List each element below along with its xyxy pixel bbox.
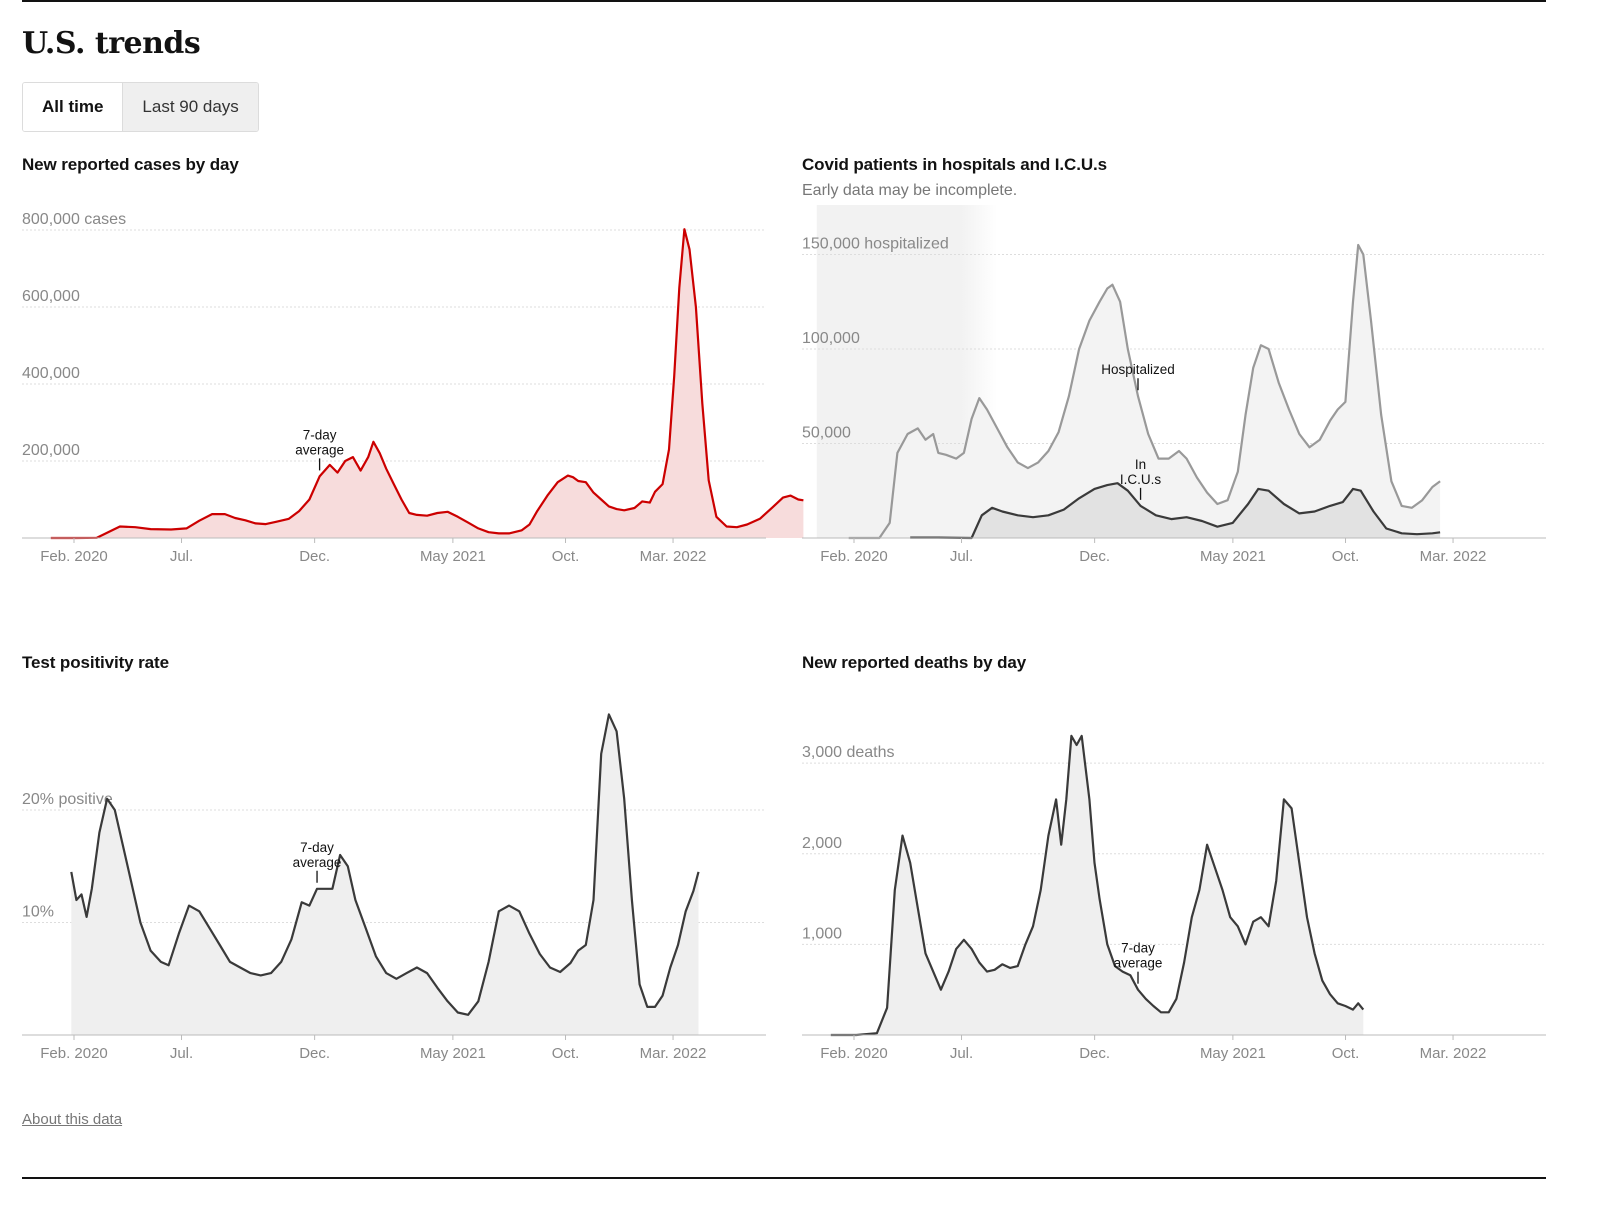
tab-all-time[interactable]: All time <box>23 83 124 131</box>
about-data-link[interactable]: About this data <box>22 1111 123 1128</box>
deaths-chart-title: New reported deaths by day <box>802 653 1027 672</box>
annotation-label: 7-day <box>300 840 334 855</box>
series-area-hospitalized <box>848 245 1441 538</box>
series-line-7-day-average <box>70 713 700 1016</box>
y-tick-label: 10% <box>22 904 54 921</box>
x-tick-label: Oct. <box>1332 1045 1360 1062</box>
series-line-in-i-c-u-s <box>910 482 1441 540</box>
y-tick-label: 800,000 cases <box>22 211 126 228</box>
x-tick-label: Jul. <box>950 1045 973 1062</box>
x-tick-label: Feb. 2020 <box>40 548 108 565</box>
x-tick-label: Oct. <box>552 548 580 565</box>
y-tick-label: 50,000 <box>802 424 851 441</box>
x-tick-label: Jul. <box>950 548 973 565</box>
x-tick-label: Dec. <box>299 1045 330 1062</box>
series-area-7-day-average <box>71 714 699 1035</box>
y-tick-label: 400,000 <box>22 365 80 382</box>
x-tick-label: Jul. <box>170 548 193 565</box>
x-tick-label: Dec. <box>1079 548 1110 565</box>
series-line-7-day-average <box>830 734 1365 1037</box>
y-tick-label: 150,000 hospitalized <box>802 235 949 252</box>
x-tick-label: Oct. <box>552 1045 580 1062</box>
annotation-label: In <box>1135 457 1146 472</box>
bottom-rule <box>22 1177 1546 1179</box>
hosp-chart-title: Covid patients in hospitals and I.C.U.s <box>802 155 1107 174</box>
y-tick-label: 600,000 <box>22 288 80 305</box>
x-tick-label: Dec. <box>299 548 330 565</box>
y-tick-label: 3,000 deaths <box>802 744 895 761</box>
x-tick-label: Feb. 2020 <box>820 1045 888 1062</box>
cases-chart-title: New reported cases by day <box>22 155 239 174</box>
x-tick-label: Mar. 2022 <box>1420 548 1487 565</box>
annotation-label: 7-day <box>1121 941 1155 956</box>
annotation-label: average <box>293 855 342 870</box>
annotation-label: I.C.U.s <box>1120 472 1162 487</box>
x-tick-label: Feb. 2020 <box>820 548 888 565</box>
y-tick-label: 200,000 <box>22 442 80 459</box>
time-range-tabs: All time Last 90 days <box>22 82 259 132</box>
x-tick-label: May 2021 <box>1200 1045 1266 1062</box>
annotation-label: Hospitalized <box>1101 362 1175 377</box>
series-line-7-day-average <box>50 228 804 540</box>
x-tick-label: Mar. 2022 <box>640 1045 707 1062</box>
annotation-label: average <box>1114 956 1163 971</box>
top-rule <box>22 0 1546 2</box>
annotation-label: 7-day <box>303 427 337 442</box>
x-tick-label: Dec. <box>1079 1045 1110 1062</box>
series-line-hospitalized <box>848 243 1441 540</box>
x-tick-label: May 2021 <box>420 548 486 565</box>
annotation-label: average <box>295 442 344 457</box>
x-tick-label: May 2021 <box>420 1045 486 1062</box>
series-area-in-i-c-u-s <box>910 483 1441 538</box>
x-tick-label: Mar. 2022 <box>640 548 707 565</box>
x-tick-label: Mar. 2022 <box>1420 1045 1487 1062</box>
positivity-chart-title: Test positivity rate <box>22 653 169 672</box>
x-tick-label: Feb. 2020 <box>40 1045 108 1062</box>
y-tick-label: 1,000 <box>802 925 842 942</box>
hosp-chart-subtitle: Early data may be incomplete. <box>802 182 1018 199</box>
tab-last-90-days[interactable]: Last 90 days <box>123 83 258 131</box>
y-tick-label: 100,000 <box>802 330 860 347</box>
x-tick-label: Jul. <box>170 1045 193 1062</box>
y-tick-label: 2,000 <box>802 835 842 852</box>
x-tick-label: Oct. <box>1332 548 1360 565</box>
page-title: U.S. trends <box>22 26 201 61</box>
x-tick-label: May 2021 <box>1200 548 1266 565</box>
y-tick-label: 20% positive <box>22 791 113 808</box>
